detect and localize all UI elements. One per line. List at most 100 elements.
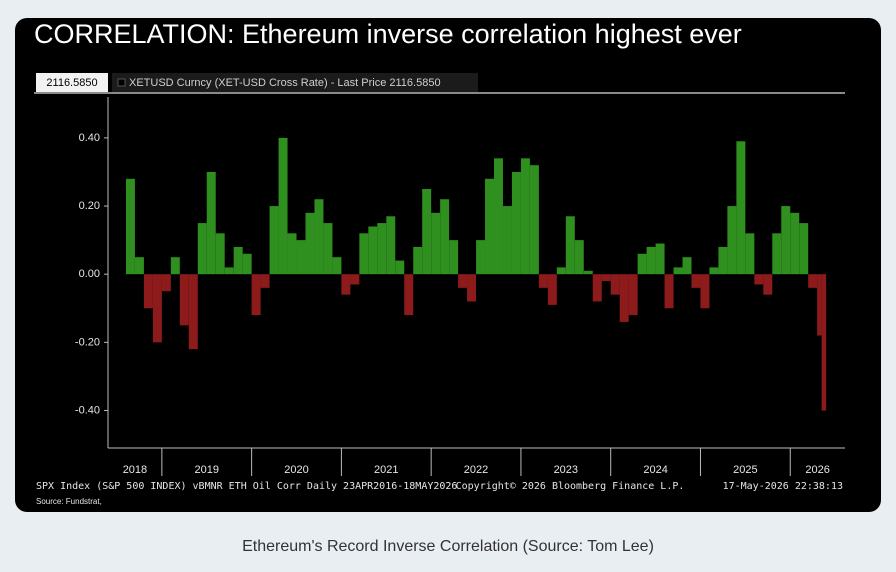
correlation-bar: [781, 206, 791, 275]
correlation-bar: [808, 274, 818, 288]
correlation-bar: [772, 233, 782, 275]
correlation-bar: [619, 274, 629, 322]
correlation-bar: [727, 206, 737, 275]
correlation-bar: [610, 274, 620, 295]
correlation-bar: [224, 267, 234, 275]
correlation-bar: [718, 246, 728, 275]
correlation-bar: [161, 274, 171, 292]
correlation-bar: [233, 246, 243, 275]
correlation-bar: [278, 137, 288, 275]
legend-text: XETUSD Curncy (XET-USD Cross Rate) - Las…: [129, 77, 441, 89]
correlation-bar: [817, 274, 822, 336]
correlation-bar: [709, 267, 719, 275]
correlation-bar: [592, 274, 602, 302]
caption: Ethereum's Record Inverse Correlation (S…: [242, 538, 654, 555]
y-tick-label: 0.20: [79, 200, 100, 212]
correlation-bar: [152, 274, 162, 343]
y-tick-label: -0.40: [75, 404, 100, 416]
correlation-bar: [341, 274, 351, 295]
correlation-bar: [431, 212, 441, 275]
correlation-bar: [440, 199, 450, 275]
chart-title: CORRELATION: Ethereum inverse correlatio…: [34, 19, 742, 49]
x-tick-label: 2022: [464, 464, 488, 476]
y-tick-label: 0.40: [79, 132, 100, 144]
correlation-bar: [691, 274, 701, 288]
correlation-bar: [413, 246, 423, 275]
correlation-bar: [529, 165, 539, 275]
source-note: Source: Fundstrat,: [36, 497, 102, 506]
legend-swatch: [117, 78, 126, 87]
correlation-bar: [790, 212, 800, 275]
correlation-bar: [449, 240, 459, 275]
correlation-bar: [260, 274, 270, 288]
correlation-bar: [242, 253, 252, 275]
correlation-bar: [323, 223, 333, 275]
correlation-bar: [494, 158, 503, 275]
correlation-bar: [386, 216, 396, 275]
correlation-bar: [574, 240, 584, 275]
correlation-bar: [305, 212, 315, 275]
correlation-bar: [377, 223, 387, 275]
correlation-bar: [673, 267, 683, 275]
correlation-bar: [269, 206, 279, 275]
correlation-bar: [296, 240, 306, 275]
correlation-bar: [655, 243, 665, 275]
correlation-bar: [485, 178, 495, 275]
correlation-bar: [556, 267, 566, 275]
correlation-bar: [170, 257, 180, 275]
correlation-bar: [143, 274, 153, 309]
last-price-box: [36, 73, 108, 92]
correlation-bar: [125, 178, 135, 275]
correlation-bar: [467, 274, 477, 302]
correlation-bar: [476, 240, 486, 275]
correlation-bar: [511, 171, 521, 275]
correlation-bar: [458, 274, 468, 288]
correlation-bar: [538, 274, 548, 288]
plot-area: [125, 137, 827, 411]
correlation-bar: [763, 274, 773, 295]
correlation-bar: [359, 233, 369, 275]
correlation-bar: [404, 274, 414, 316]
correlation-bar: [682, 257, 692, 275]
correlation-bar: [736, 141, 746, 275]
x-tick-label: 2026: [805, 464, 829, 476]
y-tick-label: -0.20: [75, 336, 100, 348]
correlation-bar: [179, 274, 189, 326]
correlation-bar: [287, 233, 297, 275]
correlation-bar: [821, 274, 827, 411]
footer-description: SPX Index (S&P 500 INDEX) vBMNR ETH Oil …: [36, 481, 457, 492]
x-tick-label: 2024: [643, 464, 667, 476]
correlation-bar: [332, 257, 342, 275]
last-price-label: 2116.5850: [46, 77, 97, 89]
correlation-bar: [134, 257, 144, 275]
correlation-bar: [368, 226, 378, 275]
correlation-bar: [206, 171, 216, 275]
correlation-bar: [664, 274, 674, 309]
correlation-bar: [395, 260, 405, 275]
correlation-bar: [628, 274, 638, 316]
x-tick-label: 2019: [195, 464, 219, 476]
correlation-bar: [754, 274, 764, 285]
x-tick-label: 2021: [374, 464, 398, 476]
correlation-bar: [251, 274, 261, 316]
correlation-bar: [700, 274, 710, 309]
correlation-bar: [547, 274, 557, 305]
x-tick-label: 2018: [123, 464, 147, 476]
correlation-bar: [565, 216, 575, 275]
correlation-bar: [646, 246, 656, 275]
correlation-bar: [422, 189, 432, 275]
y-tick-label: 0.00: [79, 268, 100, 280]
correlation-bar: [350, 274, 360, 285]
correlation-bar: [601, 274, 611, 282]
footer-timestamp: 17-May-2026 22:38:13: [723, 481, 843, 492]
correlation-bar: [197, 223, 207, 275]
footer-copyright: Copyright© 2026 Bloomberg Finance L.P.: [456, 481, 685, 492]
correlation-bar: [314, 199, 324, 275]
x-tick-label: 2020: [284, 464, 308, 476]
correlation-bar: [637, 253, 647, 275]
correlation-bar: [188, 274, 198, 350]
x-tick-label: 2025: [733, 464, 757, 476]
correlation-bar: [583, 270, 593, 275]
